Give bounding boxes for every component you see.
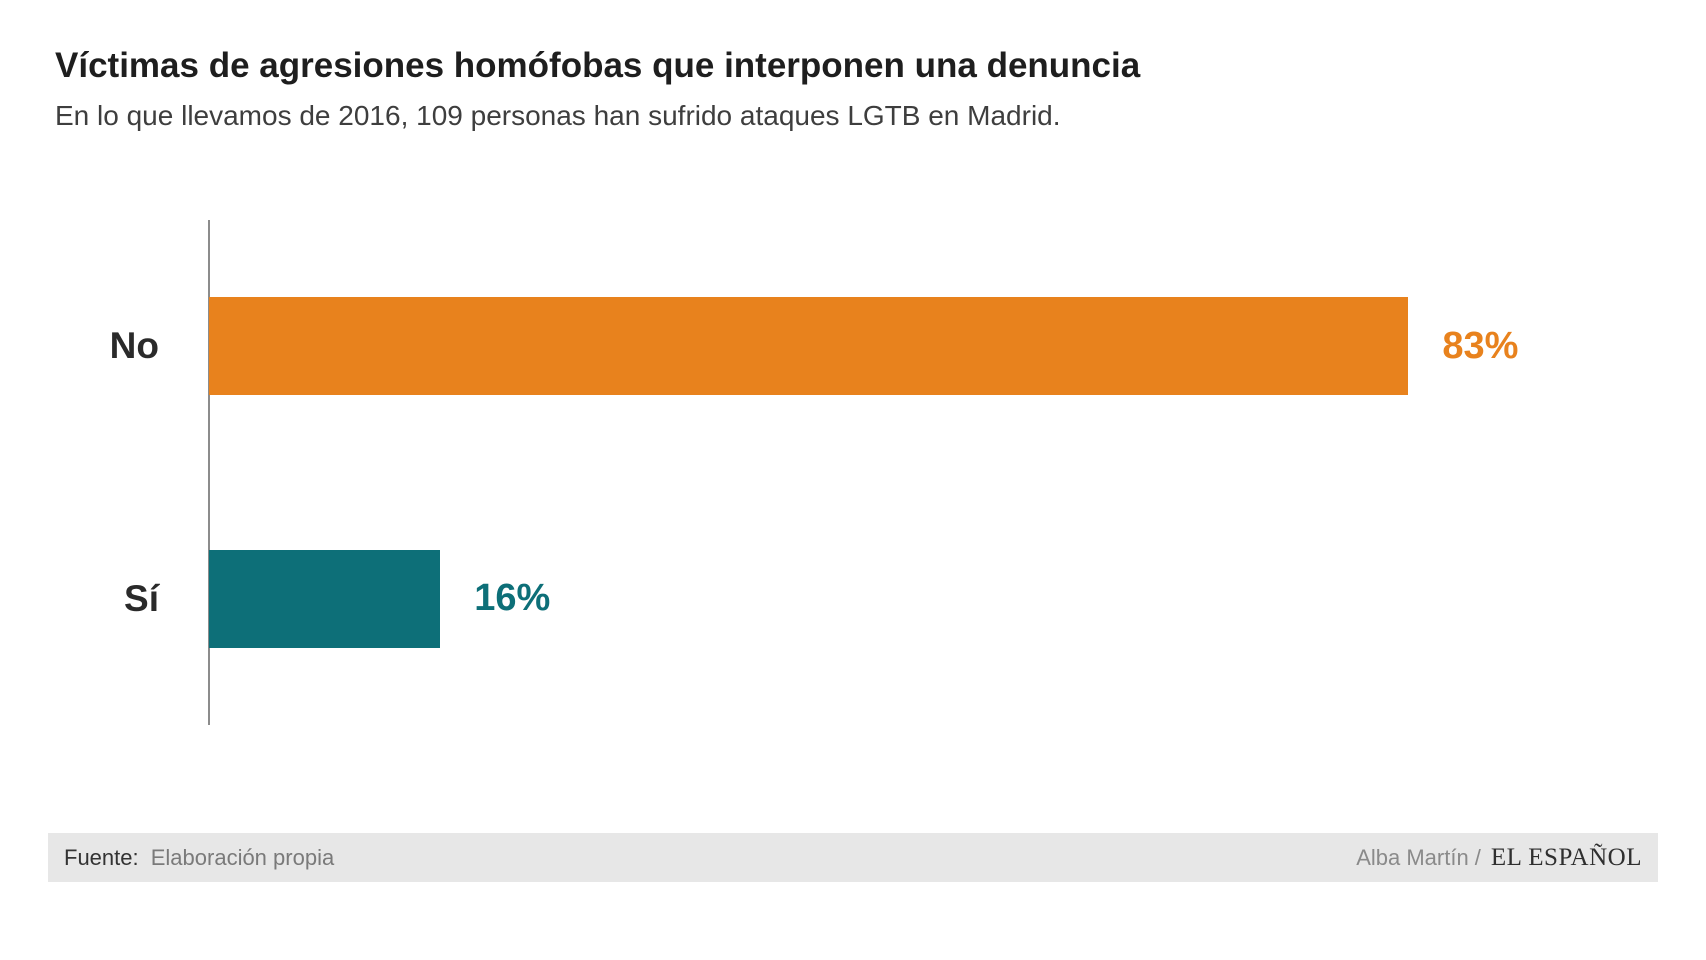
bar-area: 83% [209,297,1654,396]
chart-header: Víctimas de agresiones homófobas que int… [0,0,1706,132]
bar-rows: No 83% Sí 16% [0,220,1654,725]
source-block: Fuente: Elaboración propia [64,845,334,871]
y-axis-line [208,220,210,725]
bar [209,549,441,648]
credit-block: Alba Martín / EL ESPAÑOL [1356,844,1642,872]
bar-row: No 83% [0,297,1654,396]
chart-subtitle: En lo que llevamos de 2016, 109 personas… [55,100,1061,132]
bar-area: 16% [209,549,1654,648]
source-label: Fuente: [64,844,139,870]
bar-chart: No 83% Sí 16% [0,220,1654,725]
category-label: No [109,325,159,367]
bar-row: Sí 16% [0,549,1654,648]
value-label: 83% [1442,324,1519,367]
bar [209,297,1409,396]
credit-author: Alba Martín / [1356,844,1481,870]
source-value: Elaboración propia [150,844,335,870]
chart-title: Víctimas de agresiones homófobas que int… [55,46,1141,85]
brand-logo: EL ESPAÑOL [1490,843,1642,871]
footer-bar: Fuente: Elaboración propia Alba Martín /… [48,833,1658,882]
category-label: Sí [124,577,159,619]
value-label: 16% [474,577,551,620]
